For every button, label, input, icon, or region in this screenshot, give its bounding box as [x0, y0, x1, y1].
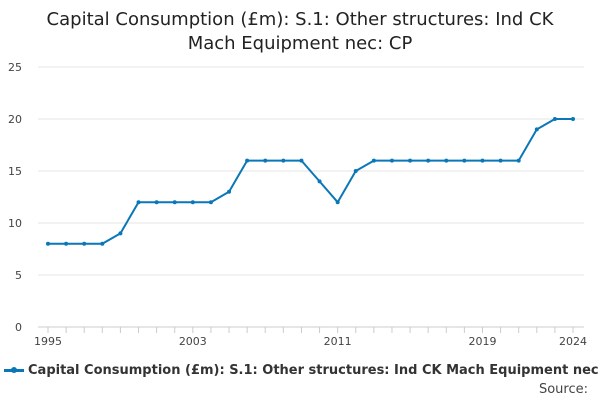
data-point	[190, 200, 195, 205]
data-point	[281, 158, 286, 163]
y-tick-label: 5	[15, 269, 22, 282]
legend-label: Capital Consumption (£m): S.1: Other str…	[28, 363, 600, 378]
data-point	[571, 117, 575, 121]
data-point	[154, 200, 159, 205]
y-tick-label: 0	[15, 321, 22, 334]
data-point	[552, 117, 557, 121]
data-point	[426, 158, 431, 163]
data-point	[353, 169, 358, 173]
x-tick-label: 2024	[559, 335, 587, 348]
y-tick-label: 25	[8, 61, 22, 74]
x-tick-label: 2011	[324, 335, 352, 348]
legend[interactable]: Capital Consumption (£m): S.1: Other str…	[4, 363, 600, 378]
data-point	[263, 158, 268, 163]
source-label: Source:	[538, 382, 588, 397]
data-point	[299, 158, 304, 163]
data-point	[136, 200, 141, 205]
series-layer	[46, 117, 575, 246]
data-point	[408, 158, 413, 163]
data-point	[245, 158, 250, 163]
data-point	[498, 158, 503, 163]
data-point	[462, 158, 467, 163]
data-point	[371, 158, 376, 163]
chart-title: Capital Consumption (£m): S.1: Other str…	[0, 8, 600, 56]
data-point	[100, 241, 105, 246]
data-point	[64, 241, 69, 246]
data-point	[317, 179, 322, 184]
chart-title-line-1: Capital Consumption (£m): S.1: Other str…	[46, 9, 554, 30]
data-point	[516, 158, 521, 163]
data-point	[534, 127, 539, 132]
data-point	[118, 231, 123, 236]
x-axis: 1995 2003 2011 2019 2024	[34, 327, 587, 348]
y-tick-label: 20	[8, 113, 22, 126]
series-line	[48, 118, 573, 245]
chart-title-line-2: Mach Equipment nec: CP	[187, 33, 413, 54]
x-tick-label: 1995	[34, 335, 62, 348]
x-tick-label: 2019	[468, 335, 496, 348]
y-axis: 0 5 10 15 20 25	[8, 61, 22, 334]
data-point	[335, 200, 340, 205]
data-point	[444, 158, 449, 163]
grid-lines	[38, 66, 584, 328]
y-tick-label: 10	[8, 217, 22, 230]
data-point	[82, 241, 87, 246]
legend-line-marker-icon	[4, 367, 24, 373]
data-point	[227, 189, 232, 194]
data-point	[480, 158, 485, 163]
x-tick-label: 2003	[179, 335, 207, 348]
data-point	[208, 200, 213, 205]
data-point	[389, 158, 394, 163]
y-tick-label: 15	[8, 165, 22, 178]
data-point	[46, 241, 50, 246]
data-point	[172, 200, 177, 205]
